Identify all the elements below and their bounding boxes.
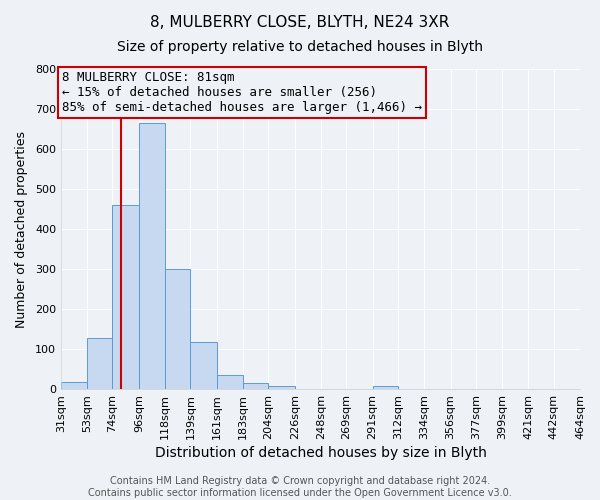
Bar — [243, 383, 268, 389]
Bar — [165, 269, 190, 389]
Bar — [190, 342, 217, 389]
Text: Contains HM Land Registry data © Crown copyright and database right 2024.
Contai: Contains HM Land Registry data © Crown c… — [88, 476, 512, 498]
Bar — [88, 338, 112, 389]
Text: 8 MULBERRY CLOSE: 81sqm
← 15% of detached houses are smaller (256)
85% of semi-d: 8 MULBERRY CLOSE: 81sqm ← 15% of detache… — [62, 71, 422, 114]
Text: 8, MULBERRY CLOSE, BLYTH, NE24 3XR: 8, MULBERRY CLOSE, BLYTH, NE24 3XR — [151, 15, 449, 30]
Y-axis label: Number of detached properties: Number of detached properties — [15, 130, 28, 328]
Bar — [112, 205, 139, 389]
Bar — [373, 386, 398, 389]
Text: Size of property relative to detached houses in Blyth: Size of property relative to detached ho… — [117, 40, 483, 54]
X-axis label: Distribution of detached houses by size in Blyth: Distribution of detached houses by size … — [155, 446, 487, 460]
Bar — [217, 375, 243, 389]
Bar — [61, 382, 88, 389]
Bar — [139, 123, 165, 389]
Bar — [268, 386, 295, 389]
